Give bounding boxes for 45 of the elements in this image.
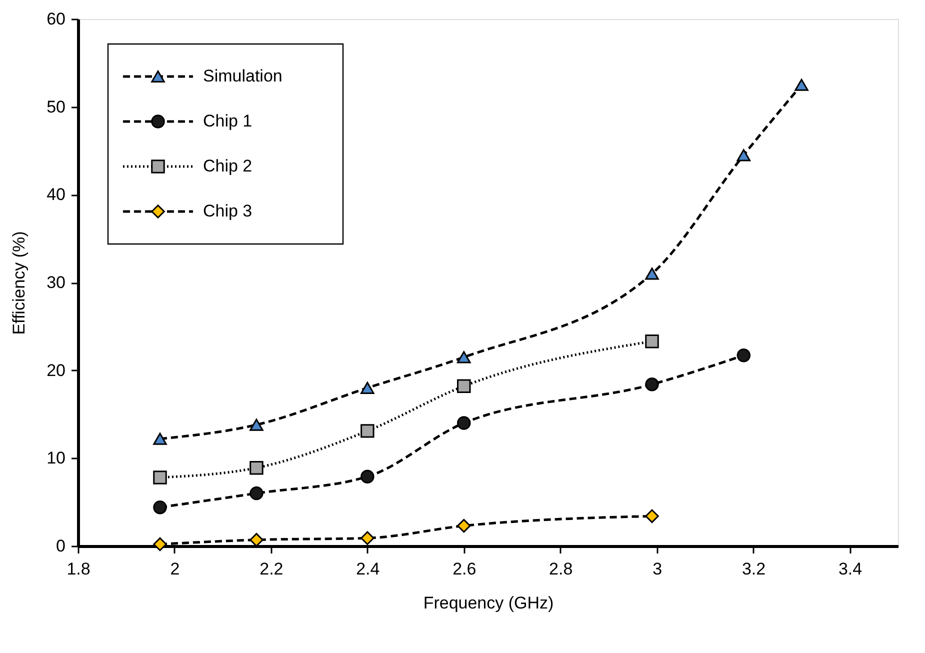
- point: [360, 470, 374, 484]
- x-tick-label: 3.2: [742, 560, 766, 578]
- point: [250, 418, 264, 431]
- x-axis-title: Frequency (GHz): [423, 594, 554, 612]
- point: [794, 78, 808, 91]
- y-tick-label: 0: [56, 536, 66, 556]
- point: [153, 500, 167, 514]
- point: [457, 416, 471, 430]
- x-tick-label: 1.8: [66, 560, 90, 578]
- point: [736, 348, 751, 362]
- x-tick-label: 2.8: [549, 560, 573, 578]
- legend-label: Simulation: [203, 66, 282, 86]
- point: [153, 537, 167, 552]
- point: [250, 460, 264, 475]
- point: [250, 532, 264, 547]
- y-tick-label: 20: [46, 360, 66, 380]
- x-tick-label: 2.4: [356, 560, 380, 578]
- y-axis-title: Efficiency (%): [10, 231, 29, 335]
- x-tick-label: 3.4: [838, 560, 862, 578]
- x-tick-label: 2: [170, 560, 180, 578]
- point: [360, 424, 374, 438]
- point: [645, 509, 659, 524]
- point: [153, 470, 167, 484]
- point: [645, 268, 659, 280]
- point: [645, 378, 659, 392]
- point: [360, 382, 374, 394]
- point: [457, 518, 471, 533]
- point: [250, 486, 264, 500]
- point: [457, 379, 471, 394]
- point: [736, 149, 751, 162]
- legend-label: Chip 3: [203, 202, 252, 220]
- y-tick-label: 40: [46, 185, 66, 204]
- y-tick-label: 60: [46, 10, 66, 28]
- y-tick-label: 50: [46, 97, 66, 116]
- legend-label: Chip 1: [203, 112, 252, 130]
- point: [645, 334, 659, 348]
- x-tick-label: 2.6: [452, 560, 476, 578]
- point: [153, 432, 167, 445]
- x-tick-label: 3: [652, 560, 662, 578]
- y-tick-label: 30: [46, 273, 66, 292]
- point: [360, 531, 374, 545]
- point: [457, 351, 471, 364]
- y-tick-label: 10: [46, 448, 66, 468]
- x-tick-label: 2.2: [260, 560, 284, 578]
- legend-label: Chip 2: [203, 156, 252, 176]
